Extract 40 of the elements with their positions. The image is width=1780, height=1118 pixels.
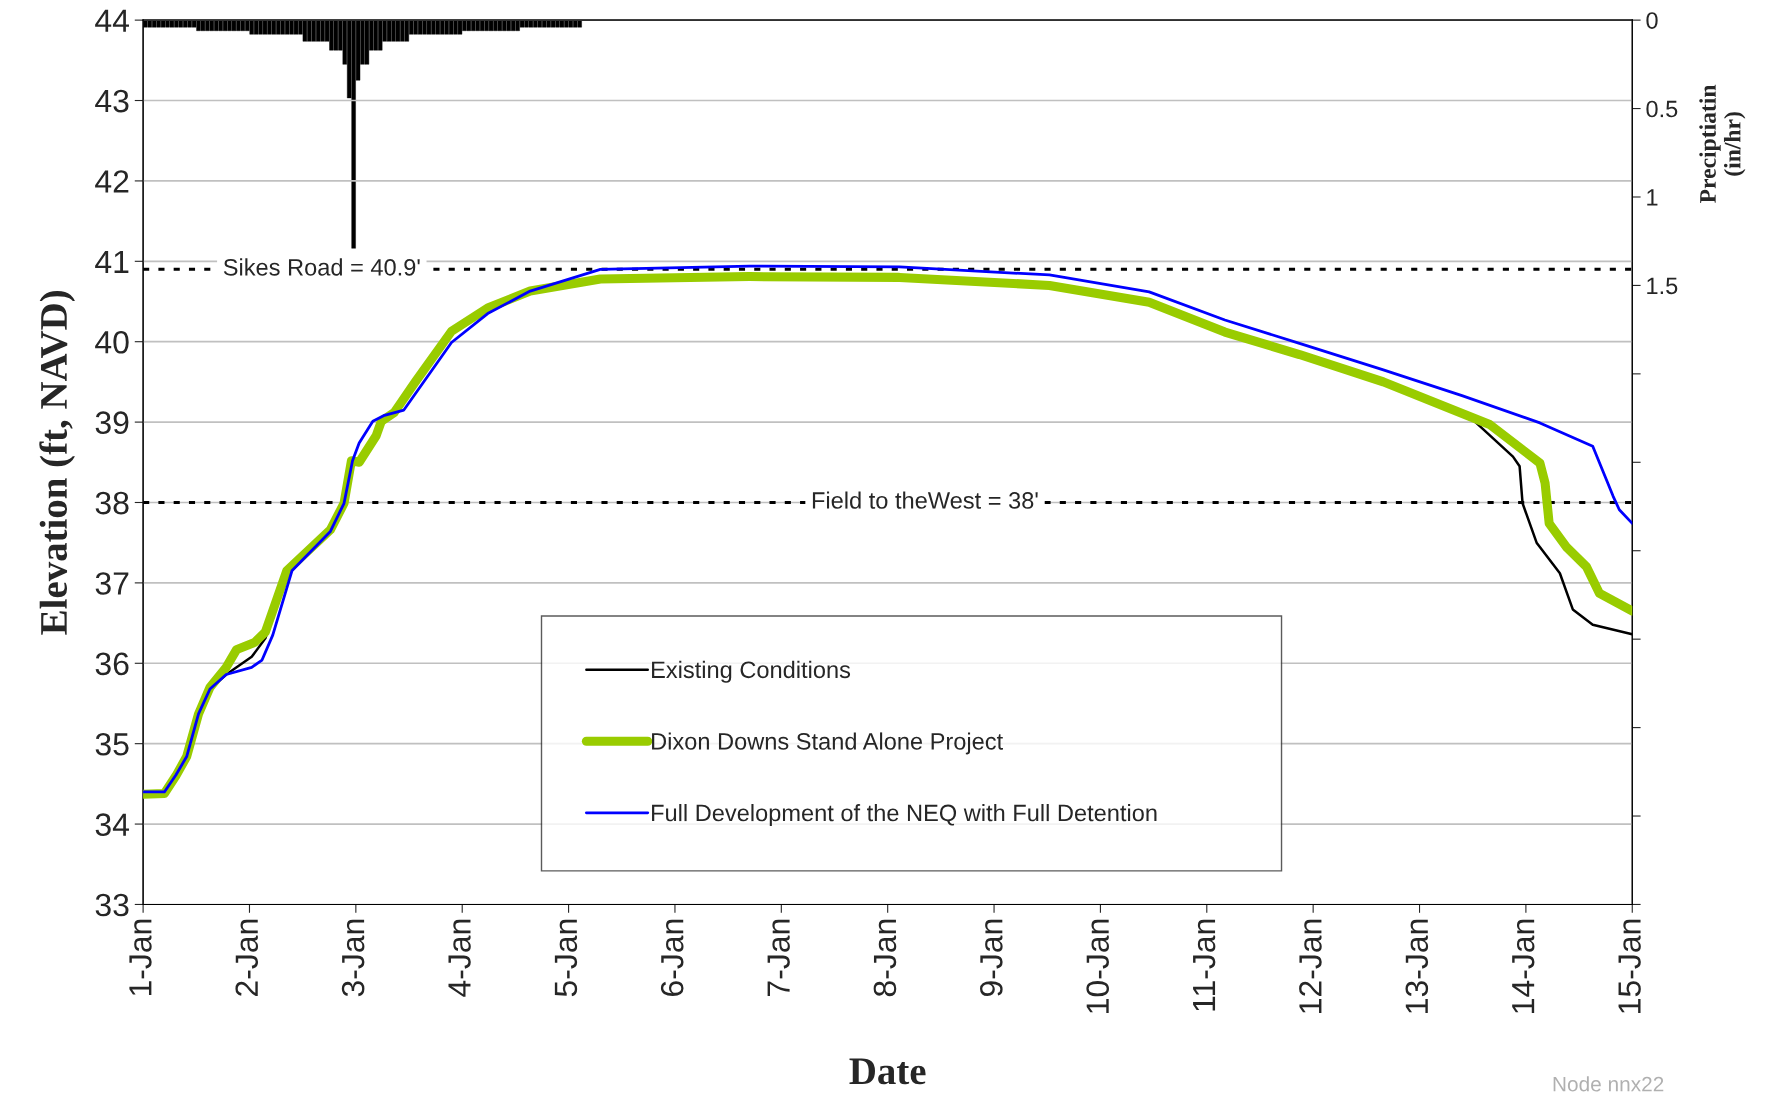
y-tick-label: 38 (95, 491, 129, 515)
y2-tick-label: 0.5 (1646, 100, 1678, 118)
x-tick-label: 5-Jan (554, 919, 578, 997)
x-tick-label: 3-Jan (341, 919, 365, 997)
ref-line-label: Sikes Road = 40.9' (223, 258, 420, 276)
ref-line-label: Field to theWest = 38' (812, 491, 1038, 509)
x-tick-label: 1-Jan (129, 919, 152, 996)
y-tick-label: 35 (95, 732, 129, 756)
y-tick-label: 37 (95, 572, 129, 595)
y2-tick-label: 0 (1646, 12, 1658, 29)
x-tick-label: 15-Jan (1618, 919, 1641, 1013)
x-tick-label: 12-Jan (1299, 919, 1322, 1013)
x-tick-label: 9-Jan (980, 919, 1003, 997)
x-tick-label: 13-Jan (1405, 919, 1429, 1013)
y-tick-label: 44 (95, 9, 129, 32)
y2-axis-title: Preciptiatin (in/hr) (1699, 84, 1746, 203)
y-tick-label: 33 (95, 893, 129, 917)
y-tick-label: 41 (95, 250, 129, 273)
y2-tick-label: 1.5 (1647, 277, 1678, 295)
x-tick-label: 8-Jan (873, 919, 897, 997)
y-tick-label: 34 (95, 813, 129, 836)
legend-label: Dixon Downs Stand Alone Project (652, 732, 1003, 755)
text: Node nnx22 (1553, 1076, 1664, 1092)
x-tick-label: 14-Jan (1512, 919, 1535, 1013)
x-tick-label: 6-Jan (660, 919, 684, 996)
y-tick-label: 43 (95, 89, 129, 113)
x-tick-label: 2-Jan (235, 919, 259, 996)
x-tick-label: 10-Jan (1086, 919, 1109, 1013)
legend-label: Full Development of the NEQ with Full Detention (652, 803, 1157, 826)
x-tick-label: 11-Jan (1193, 919, 1216, 1011)
x-axis-title: Date (849, 1058, 926, 1085)
y-tick-label: 42 (95, 170, 129, 193)
x-tick-label: 4-Jan (448, 919, 471, 997)
y-tick-label: 36 (95, 652, 129, 676)
y-tick-label: 40 (95, 330, 129, 354)
legend-label: Existing Conditions (652, 660, 851, 683)
x-tick-label: 7-Jan (767, 919, 790, 996)
y-tick-label: 39 (95, 411, 129, 434)
y-axis-title: Elevation (ft, NAVD) (39, 290, 75, 635)
y2-tick-label: 1 (1647, 189, 1658, 206)
